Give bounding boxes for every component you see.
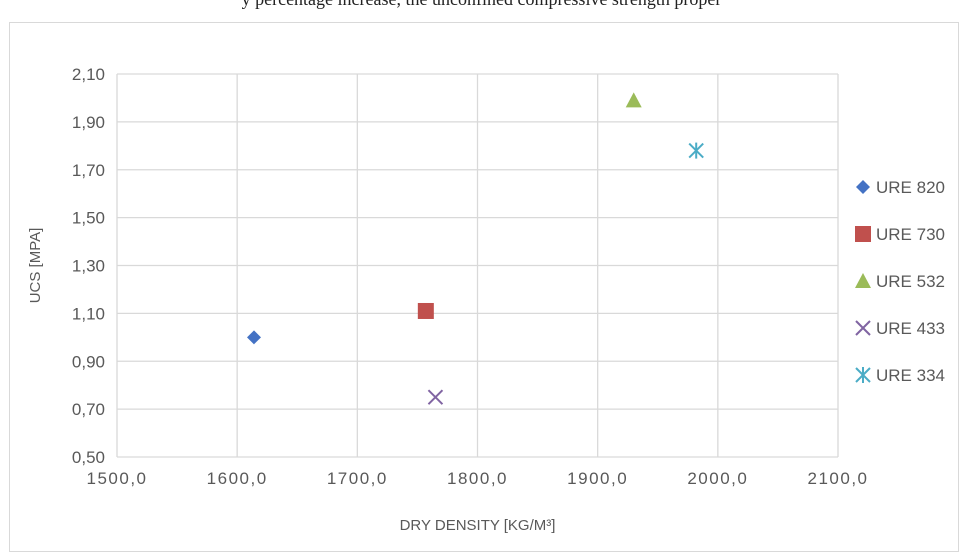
legend-label: URE 334 — [876, 366, 945, 385]
y-tick-labels: 0,50 0,70 0,90 1,10 1,30 1,50 1,70 1,90 2,10 — [72, 65, 105, 467]
x-tick-label: 2000,0 — [687, 469, 748, 488]
x-axis-title: DRY DENSITY [KG/M³] — [400, 517, 556, 534]
legend-marker-icon — [855, 367, 871, 383]
legend-item: URE 820 — [856, 178, 945, 197]
legend-item: URE 730 — [855, 225, 945, 244]
legend-marker-icon — [856, 180, 870, 194]
x-tick-labels: 1500,0 1600,0 1700,0 1800,0 1900,0 2000,0 2100… — [87, 469, 869, 488]
y-tick-label: 1,30 — [72, 257, 105, 276]
x-tick-label: 1500,0 — [87, 469, 148, 488]
scatter-chart: 0,50 0,70 0,90 1,10 1,30 1,50 1,70 1,90 2,10 150… — [27, 65, 945, 534]
legend-label: URE 532 — [876, 272, 945, 291]
grid-lines — [116, 73, 839, 458]
legend: URE 820 URE 730 URE 532 URE 433 URE 334 — [855, 178, 945, 385]
data-point-ure-433 — [427, 389, 444, 405]
legend-item: URE 532 — [855, 272, 945, 291]
x-tick-label: 1800,0 — [447, 469, 508, 488]
x-tick-label: 1900,0 — [567, 469, 628, 488]
y-axis-title: UCS [MPA] — [27, 228, 44, 304]
legend-label: URE 433 — [876, 319, 945, 338]
y-tick-label: 0,90 — [72, 352, 105, 371]
legend-marker-icon — [855, 226, 871, 242]
y-tick-label: 1,70 — [72, 161, 105, 180]
data-point-ure-730 — [417, 302, 434, 319]
x-tick-label: 1600,0 — [207, 469, 268, 488]
y-tick-label: 1,10 — [72, 304, 105, 323]
legend-item: URE 334 — [855, 366, 945, 385]
legend-marker-icon — [855, 273, 871, 288]
caption-text: y percentage increase, the unconfined co… — [0, 0, 963, 10]
x-tick-label: 2100,0 — [808, 469, 869, 488]
legend-item: URE 433 — [855, 319, 945, 338]
y-tick-label: 2,10 — [72, 65, 105, 84]
y-tick-label: 0,50 — [72, 448, 105, 467]
legend-marker-icon — [855, 320, 871, 336]
data-point-ure-820 — [246, 330, 261, 345]
y-tick-label: 0,70 — [72, 400, 105, 419]
y-tick-label: 1,50 — [72, 209, 105, 228]
x-tick-label: 1700,0 — [327, 469, 388, 488]
y-tick-label: 1,90 — [72, 113, 105, 132]
data-points — [246, 92, 704, 405]
data-point-ure-532 — [625, 92, 642, 108]
legend-label: URE 730 — [876, 225, 945, 244]
caption-strip: y percentage increase, the unconfined co… — [0, 0, 963, 22]
data-point-ure-334 — [688, 142, 704, 159]
legend-label: URE 820 — [876, 178, 945, 197]
